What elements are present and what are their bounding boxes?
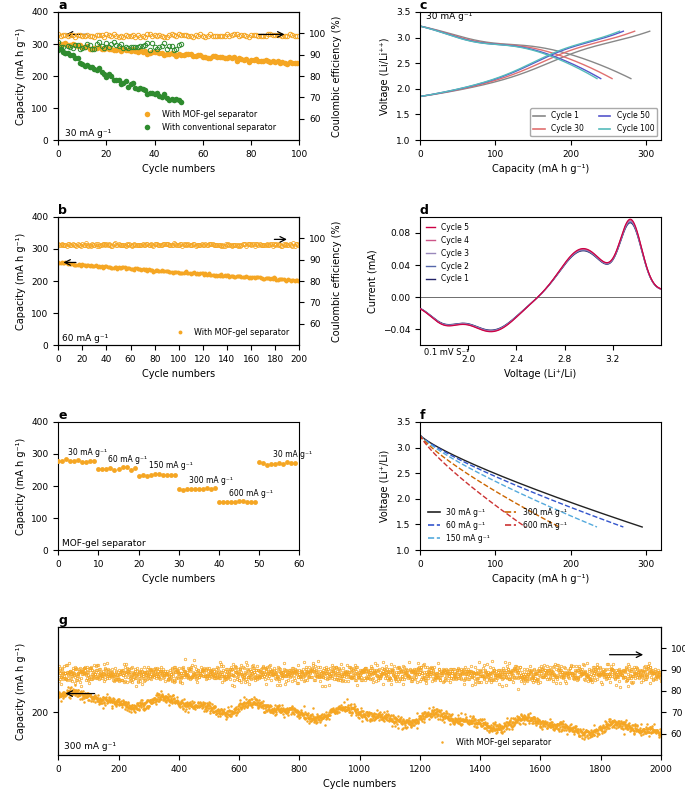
Text: 30 mA g⁻¹: 30 mA g⁻¹ (273, 450, 312, 459)
With MOF-gel separator (199, 52, 207, 62)
X-axis label: Cycle numbers: Cycle numbers (142, 165, 215, 174)
Text: 600 mA g⁻¹: 600 mA g⁻¹ (229, 489, 273, 498)
Text: 30 mA g⁻¹: 30 mA g⁻¹ (68, 447, 108, 456)
Y-axis label: Capacity (mA h g⁻¹): Capacity (mA h g⁻¹) (16, 642, 26, 740)
Y-axis label: Voltage (Li/Li⁺⁺): Voltage (Li/Li⁺⁺) (380, 38, 390, 115)
Legend: With MOF-gel separator, With conventional separator: With MOF-gel separator, With conventiona… (136, 106, 279, 135)
With MOF-gel separator (294, 276, 302, 286)
With MOF-gel separator (102, 42, 110, 52)
With conventional separator (136, 84, 145, 93)
Text: c: c (420, 0, 427, 12)
Y-axis label: Coulombic efficiency (%): Coulombic efficiency (%) (332, 15, 342, 137)
With conventional separator (170, 95, 178, 105)
X-axis label: Voltage (Li⁺/Li): Voltage (Li⁺/Li) (504, 369, 577, 380)
With MOF-gel separator (639, 725, 647, 734)
Legend: 30 mA g⁻¹, 60 mA g⁻¹, 150 mA g⁻¹, 300 mA g⁻¹, 600 mA g⁻¹: 30 mA g⁻¹, 60 mA g⁻¹, 150 mA g⁻¹, 300 mA… (426, 506, 569, 545)
Text: 300 mA g⁻¹: 300 mA g⁻¹ (64, 742, 116, 751)
Legend: Cycle 5, Cycle 4, Cycle 3, Cycle 2, Cycle 1: Cycle 5, Cycle 4, Cycle 3, Cycle 2, Cycl… (424, 221, 471, 286)
With MOF-gel separator (275, 274, 283, 284)
X-axis label: Cycle numbers: Cycle numbers (142, 369, 215, 380)
X-axis label: Cycle numbers: Cycle numbers (323, 779, 396, 789)
With MOF-gel separator (580, 734, 588, 744)
With MOF-gel separator (657, 726, 665, 736)
With MOF-gel separator (286, 58, 294, 67)
Y-axis label: Voltage (Li⁺/Li): Voltage (Li⁺/Li) (380, 450, 390, 522)
With MOF-gel separator (640, 726, 648, 736)
Text: 60 mA g⁻¹: 60 mA g⁻¹ (62, 334, 108, 344)
Line: With MOF-gel separator: With MOF-gel separator (55, 41, 300, 67)
Legend: Cycle 1, Cycle 30, Cycle 50, Cycle 100: Cycle 1, Cycle 30, Cycle 50, Cycle 100 (530, 109, 657, 137)
With MOF-gel separator (62, 38, 70, 48)
Y-axis label: Capacity (mA h g⁻¹): Capacity (mA h g⁻¹) (16, 233, 26, 330)
X-axis label: Capacity (mA h g⁻¹): Capacity (mA h g⁻¹) (492, 165, 589, 174)
With MOF-gel separator (54, 257, 62, 267)
With MOF-gel separator (54, 693, 62, 702)
Y-axis label: Coulombic efficiency (%): Coulombic efficiency (%) (332, 221, 342, 342)
With MOF-gel separator (276, 58, 284, 67)
With MOF-gel separator (58, 257, 66, 267)
Legend: With MOF-gel separator: With MOF-gel separator (430, 734, 555, 749)
Text: b: b (58, 204, 67, 217)
Text: 60 mA g⁻¹: 60 mA g⁻¹ (108, 455, 147, 464)
Text: a: a (58, 0, 66, 12)
With MOF-gel separator (70, 260, 78, 270)
With MOF-gel separator (100, 263, 108, 272)
X-axis label: Cycle numbers: Cycle numbers (142, 574, 215, 584)
Text: f: f (420, 409, 425, 422)
With conventional separator (114, 75, 123, 85)
Text: g: g (58, 614, 67, 627)
Text: 30 mA g⁻¹: 30 mA g⁻¹ (66, 129, 112, 138)
Y-axis label: Capacity (mA h g⁻¹): Capacity (mA h g⁻¹) (16, 27, 26, 125)
With MOF-gel separator (292, 58, 301, 68)
Y-axis label: Current (mA): Current (mA) (367, 249, 377, 313)
With MOF-gel separator (283, 59, 291, 69)
With conventional separator (57, 45, 65, 54)
With conventional separator (177, 97, 186, 107)
With MOF-gel separator (529, 716, 537, 725)
With conventional separator (100, 70, 108, 79)
With MOF-gel separator (112, 45, 120, 54)
With MOF-gel separator (283, 275, 291, 284)
X-axis label: Capacity (mA h g⁻¹): Capacity (mA h g⁻¹) (492, 574, 589, 584)
With conventional separator (132, 83, 140, 93)
With MOF-gel separator (65, 259, 73, 268)
Y-axis label: Capacity (mA h g⁻¹): Capacity (mA h g⁻¹) (16, 437, 26, 535)
Text: 30 mA g⁻¹: 30 mA g⁻¹ (426, 12, 472, 21)
With MOF-gel separator (332, 706, 340, 716)
Legend: With MOF-gel separator: With MOF-gel separator (169, 324, 293, 340)
With MOF-gel separator (54, 38, 62, 48)
With MOF-gel separator (85, 689, 93, 698)
Line: With MOF-gel separator: With MOF-gel separator (56, 260, 300, 283)
With conventional separator (54, 46, 62, 55)
With MOF-gel separator (347, 710, 356, 719)
With MOF-gel separator (119, 263, 127, 272)
Text: MOF-gel separator: MOF-gel separator (62, 539, 146, 548)
Text: 0.1 mV S⁻¹: 0.1 mV S⁻¹ (423, 348, 469, 356)
Text: 150 mA g⁻¹: 150 mA g⁻¹ (149, 461, 192, 471)
With MOF-gel separator (71, 680, 79, 690)
Text: 300 mA g⁻¹: 300 mA g⁻¹ (189, 476, 233, 485)
With conventional separator (66, 50, 75, 60)
Text: e: e (58, 409, 66, 422)
With MOF-gel separator (179, 50, 188, 60)
Text: d: d (420, 204, 429, 217)
Line: With MOF-gel separator: With MOF-gel separator (57, 684, 662, 741)
Line: With conventional separator: With conventional separator (55, 46, 184, 105)
